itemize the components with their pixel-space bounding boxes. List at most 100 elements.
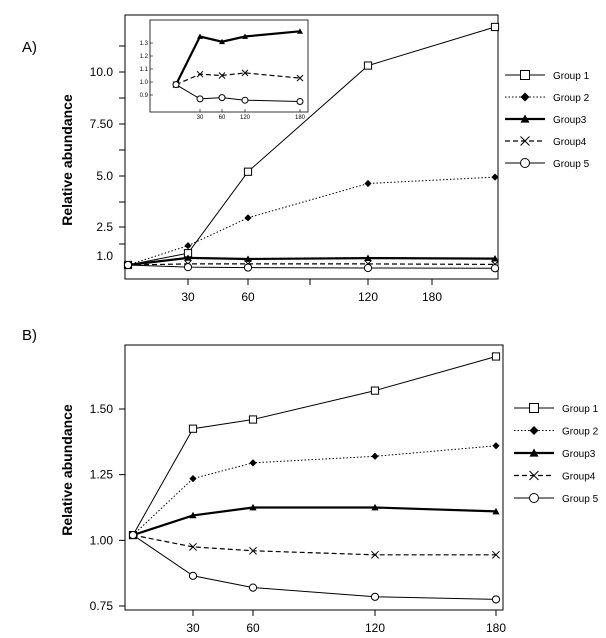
panel-a-x-tick-label: 60 (241, 290, 255, 304)
panel-b-label: B) (22, 327, 37, 344)
panel-b-series (128, 352, 501, 604)
inset-point (172, 81, 180, 89)
panel-a-point (243, 167, 253, 176)
panel-b-point (491, 595, 501, 604)
panel-b-point (371, 503, 379, 511)
panel-b-x-tick-label: 30 (186, 621, 200, 635)
inset-y-tick-label: 1.2 (140, 54, 149, 60)
panel-a-y-tick-label: 1.0 (96, 249, 113, 263)
panel-b-x-tick-label: 180 (486, 621, 506, 635)
panel-a-series-line-3 (127, 256, 496, 267)
inset-y-tick-label: 1.1 (140, 67, 149, 73)
panel-a-point (490, 264, 500, 273)
panel-b-ticks: 30 60 120 180 0.75 1.00 1.25 1.50 (90, 402, 507, 635)
panel-b-legend-marker (529, 470, 539, 481)
panel-a-point (123, 260, 133, 270)
inset-point (296, 74, 304, 82)
panel-a-legend-marker (520, 158, 530, 168)
panel-a-point (364, 254, 372, 262)
inset-x-tick-label: 60 (219, 115, 226, 121)
inset-y-tick-label: 0.9 (140, 93, 149, 99)
panel-b: B) Relative abundance 30 60 120 180 0.75 1.00… (22, 327, 599, 635)
panel-a-x-tick-label: 180 (422, 290, 442, 304)
panel-a-legend-marker (520, 114, 530, 123)
panel-b-point (370, 592, 380, 601)
panel-b-point (249, 459, 257, 467)
panel-a-legend: Group 1 Group 2 Group3 Group4 Group 5 (505, 70, 590, 170)
panel-b-point (492, 507, 500, 515)
panel-b-series-line-2 (132, 445, 497, 536)
panel-b-plot-frame (124, 344, 504, 611)
inset-frame (149, 19, 309, 113)
panel-b-point (188, 571, 198, 580)
inset-point (196, 95, 204, 103)
inset-y-tick-label: 1.0 (140, 80, 149, 86)
panel-a-y-tick-label: 10.0 (90, 65, 114, 79)
panel-a-legend-label: Group 1 (553, 71, 590, 82)
panel-b-point (491, 352, 501, 361)
panel-a-legend-label: Group3 (553, 115, 587, 126)
inset-point (241, 96, 249, 104)
inset-ticks: 0.9 1.0 1.1 1.2 1.3 30 60 120 180 (140, 41, 306, 121)
panel-b-series-line-3 (132, 506, 497, 537)
panel-b-y-tick-label: 1.00 (90, 533, 114, 547)
panel-b-point (189, 511, 197, 519)
panel-a-plot-frame (124, 14, 499, 280)
inset-point (297, 28, 303, 34)
inset-point (197, 33, 203, 39)
inset-series (172, 28, 304, 105)
panel-a-legend-marker (520, 92, 530, 102)
panel-b-legend-marker (529, 403, 539, 413)
panel-a-y-tick-label: 7.50 (90, 117, 114, 131)
inset-x-tick-label: 180 (295, 115, 306, 121)
panel-b-point (189, 475, 197, 483)
panel-b-legend-marker (529, 426, 539, 435)
panel-a-point (184, 254, 192, 261)
panel-b-point (189, 542, 197, 551)
inset-point (242, 33, 248, 39)
panel-a-y-axis-label: Relative abundance (59, 94, 75, 226)
panel-b-point (248, 415, 258, 424)
panel-a-y-tick-label: 5.0 (96, 169, 113, 183)
panel-a-series-line-4 (127, 263, 496, 266)
inset-x-tick-label: 120 (240, 115, 251, 121)
panel-b-point (249, 546, 257, 555)
inset-point (218, 94, 226, 102)
panel-b-legend-label: Group3 (562, 449, 596, 460)
panel-a: A) Relative abundance 30 60 120 180 1.0 2.5 5.… (22, 14, 590, 304)
panel-b-legend-marker (529, 448, 539, 457)
panel-b-point (371, 452, 379, 460)
inset-point (219, 38, 225, 45)
panel-a-y-tick-label: 2.5 (96, 220, 113, 234)
panel-a-ticks: 30 60 120 180 1.0 2.5 5.0 7.50 10.0 (90, 45, 442, 304)
panel-b-legend-marker (529, 493, 539, 503)
panel-b-point (371, 550, 379, 559)
panel-b-y-tick-label: 1.50 (90, 402, 114, 416)
panel-a-point (184, 242, 192, 250)
panel-a-point (364, 179, 372, 188)
panel-a-legend-label: Group 2 (553, 93, 590, 104)
panel-a-x-tick-label: 30 (181, 290, 195, 304)
panel-a-point (491, 254, 499, 262)
panel-a-series-line-5 (127, 264, 496, 269)
panel-b-point (492, 550, 500, 559)
panel-b-legend-label: Group4 (562, 472, 596, 483)
panel-a-legend-label: Group 5 (553, 159, 590, 170)
inset-y-tick-label: 1.3 (140, 41, 149, 47)
panel-a-series (123, 22, 500, 273)
panel-a-point (490, 22, 500, 32)
panel-a-point (244, 255, 252, 262)
panel-b-point (492, 442, 500, 450)
panel-a-x-tick-label: 120 (358, 290, 378, 304)
inset-point (196, 70, 204, 78)
panel-b-point (128, 530, 138, 540)
inset-point (296, 98, 304, 105)
panel-a-series-line-2 (127, 176, 496, 266)
panel-b-point (249, 503, 257, 511)
panel-b-legend-label: Group 5 (562, 494, 599, 505)
panel-a-legend-label: Group4 (553, 137, 587, 148)
inset-x-tick-label: 30 (197, 115, 204, 121)
panel-a-point (243, 263, 253, 272)
panel-a-legend-marker (520, 70, 530, 80)
panel-b-y-axis-label: Relative abundance (59, 404, 75, 536)
